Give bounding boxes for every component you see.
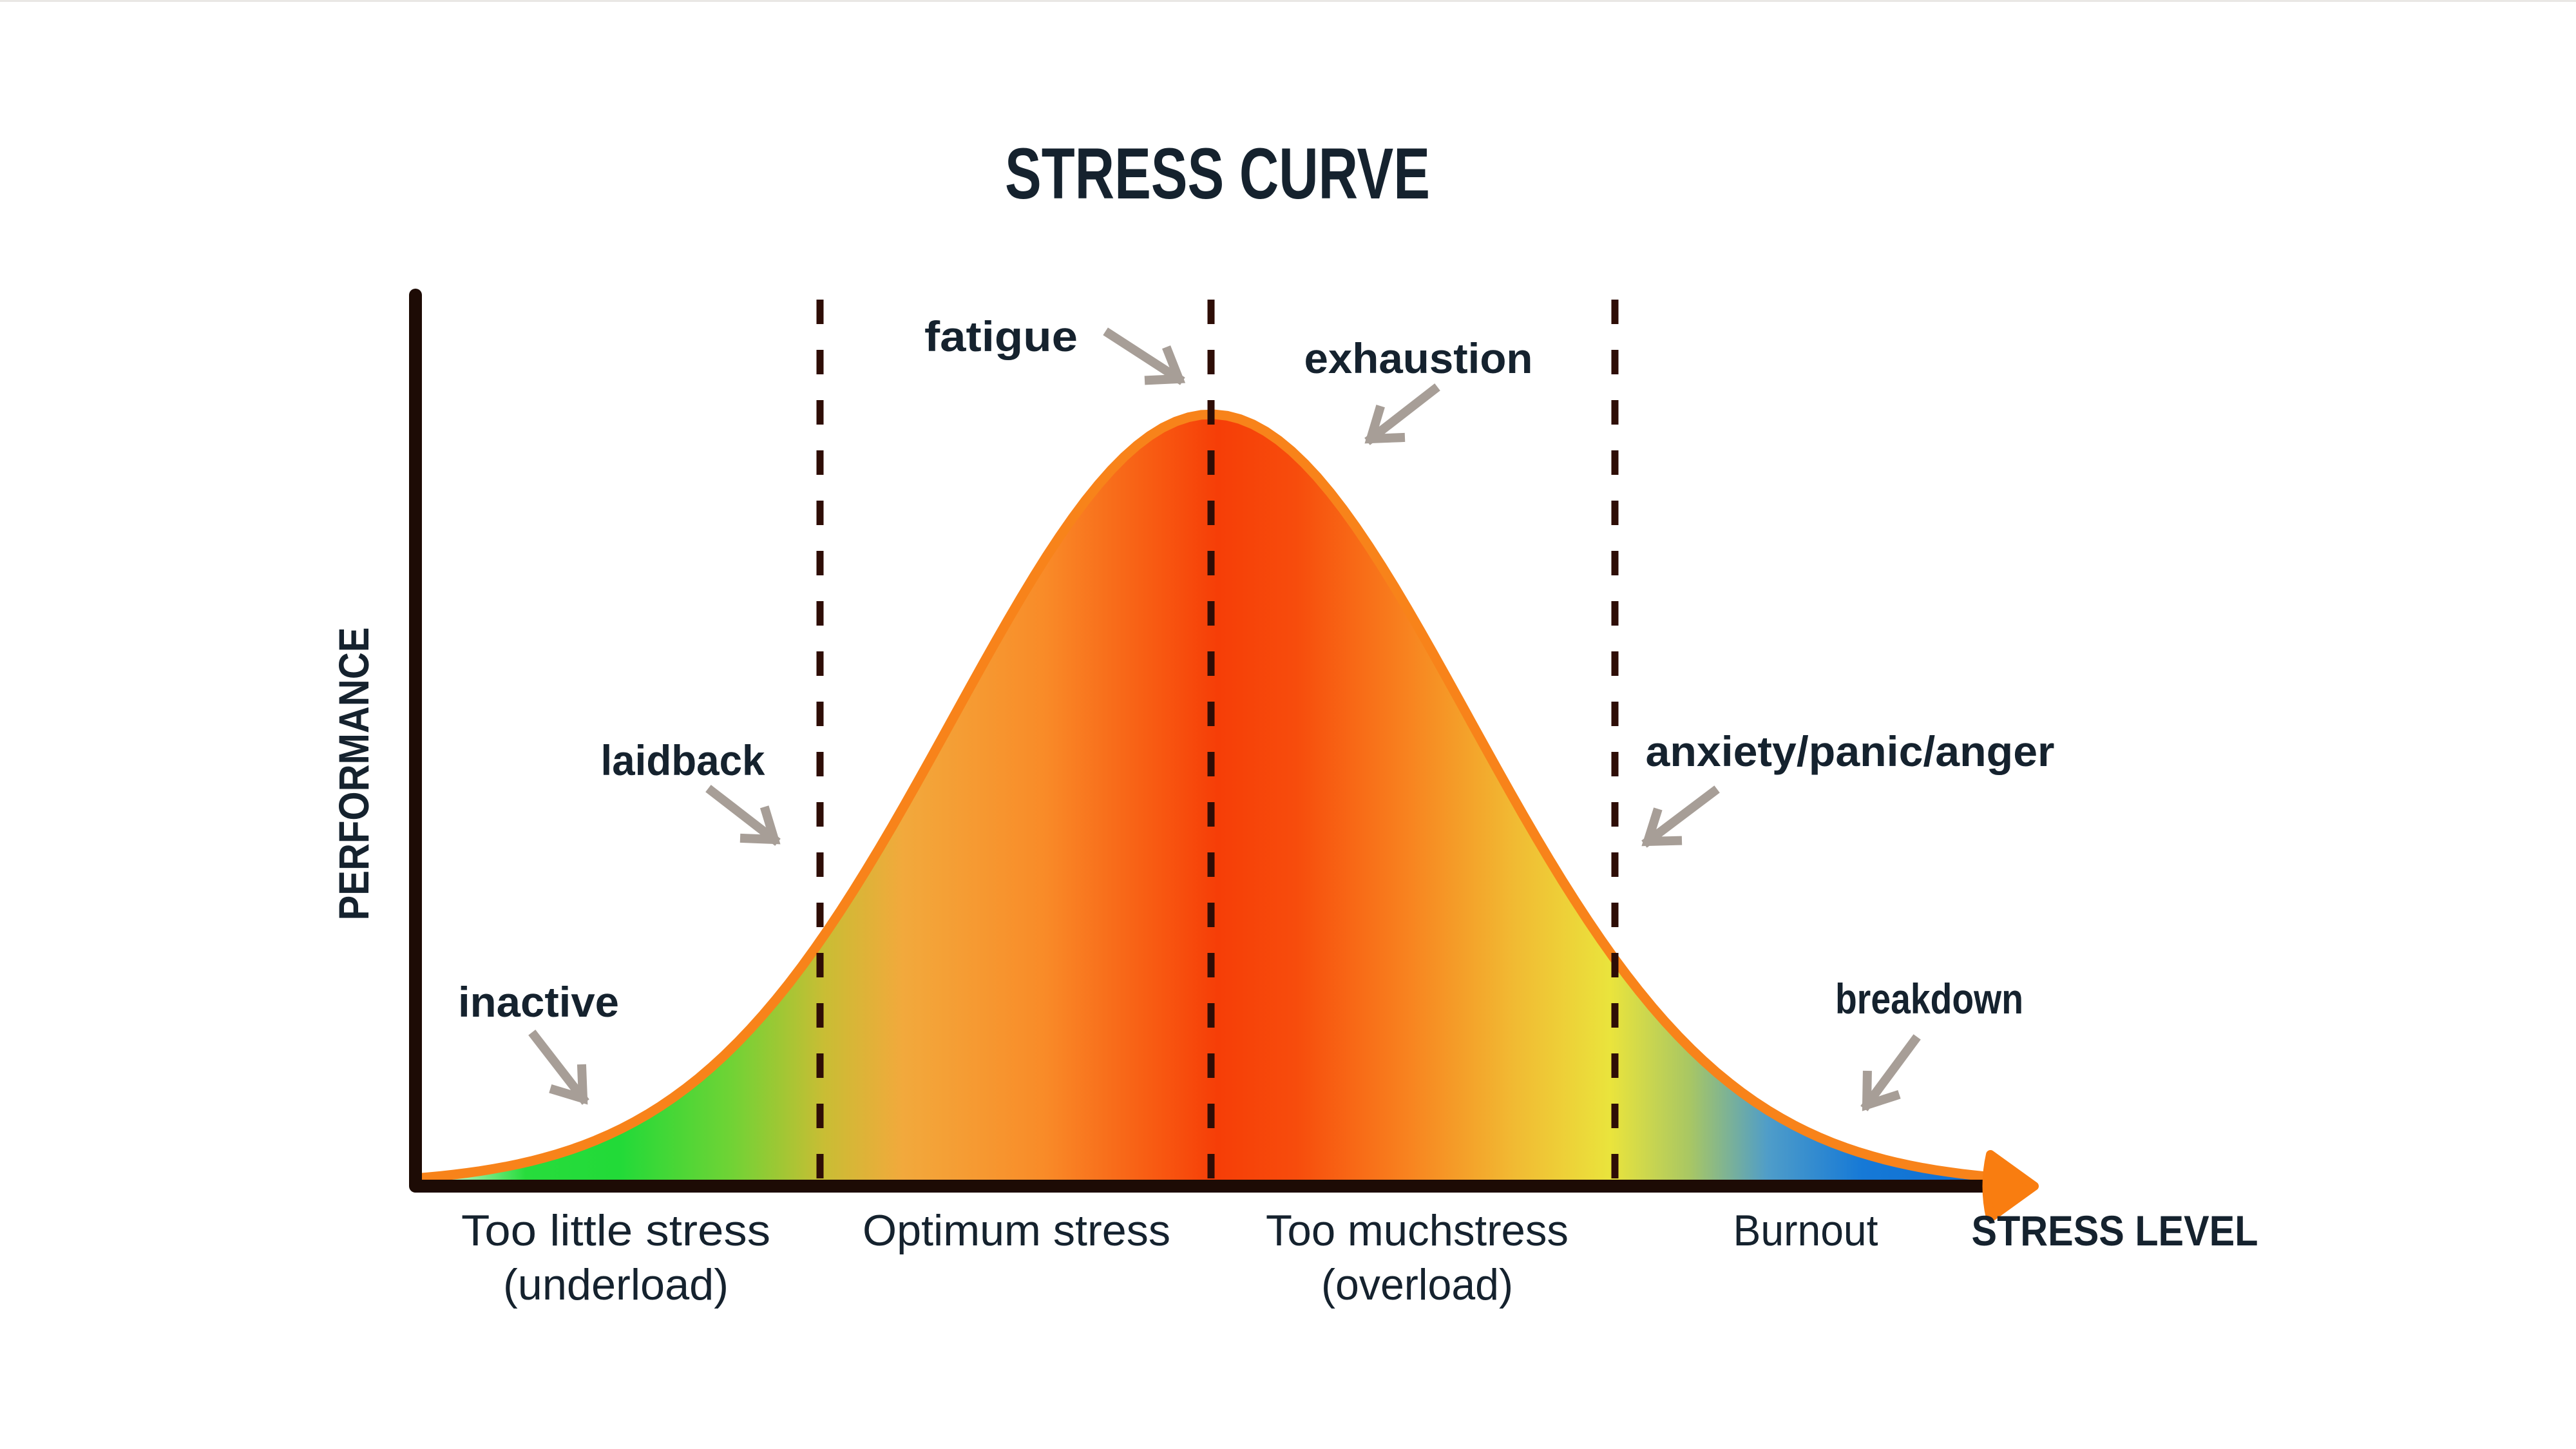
annotation-label: fatigue (924, 312, 1078, 360)
annotation-inactive: inactive (458, 978, 619, 1105)
zone-label-optimum-stress: Optimum stress (863, 1206, 1170, 1255)
annotation-arrowhead-icon (1364, 405, 1406, 444)
annotation-label: inactive (458, 978, 619, 1026)
annotation-label: anxiety/panic/anger (1646, 727, 2055, 775)
annotation-arrow (1364, 383, 1440, 445)
zone-label-burnout: Burnout (1733, 1206, 1878, 1255)
annotation-arrow (1641, 785, 1720, 848)
annotation-arrowhead-icon (739, 805, 781, 845)
chart-title: STRESS CURVE (1005, 133, 1430, 214)
x-axis-label: STRESS LEVEL (1972, 1207, 2258, 1254)
annotation-label: laidback (601, 736, 765, 784)
zone-label-line1: Optimum stress (863, 1206, 1170, 1255)
annotation-breakdown: breakdown (1835, 975, 2023, 1111)
annotation-fatigue: fatigue (924, 312, 1186, 385)
zone-label-line2: (overload) (1321, 1260, 1513, 1309)
zone-label-too-much-stress: Too muchstress (overload) (1266, 1206, 1569, 1309)
annotation-anxiety-panic-anger: anxiety/panic/anger (1641, 727, 2055, 848)
annotation-arrow (1103, 327, 1185, 385)
bell-curve-area (415, 414, 1988, 1185)
annotation-arrow (705, 785, 781, 846)
zone-label-line1: Too muchstress (1266, 1206, 1569, 1255)
axes-lines (409, 289, 2000, 1193)
x-axis-arrowhead-icon (1982, 1150, 2039, 1222)
zone-label-line2: (underload) (503, 1260, 729, 1309)
annotation-label: exhaustion (1304, 334, 1533, 382)
annotation-arrowhead-icon (1144, 345, 1186, 385)
zone-label-line1: Burnout (1733, 1206, 1878, 1255)
annotation-arrow (528, 1030, 589, 1105)
zone-label-too-little-stress: Too little stress (underload) (461, 1206, 770, 1309)
annotation-arrow (1860, 1034, 1921, 1111)
annotation-arrowhead-icon (1641, 807, 1683, 847)
annotation-arrowhead-icon (1862, 1070, 1901, 1111)
annotation-laidback: laidback (601, 736, 781, 846)
zone-label-line1: Too little stress (461, 1206, 770, 1255)
annotation-label: breakdown (1835, 975, 2023, 1022)
annotation-exhaustion: exhaustion (1304, 334, 1533, 445)
y-axis-label: PERFORMANCE (330, 628, 377, 921)
annotation-arrowhead-icon (549, 1064, 588, 1105)
